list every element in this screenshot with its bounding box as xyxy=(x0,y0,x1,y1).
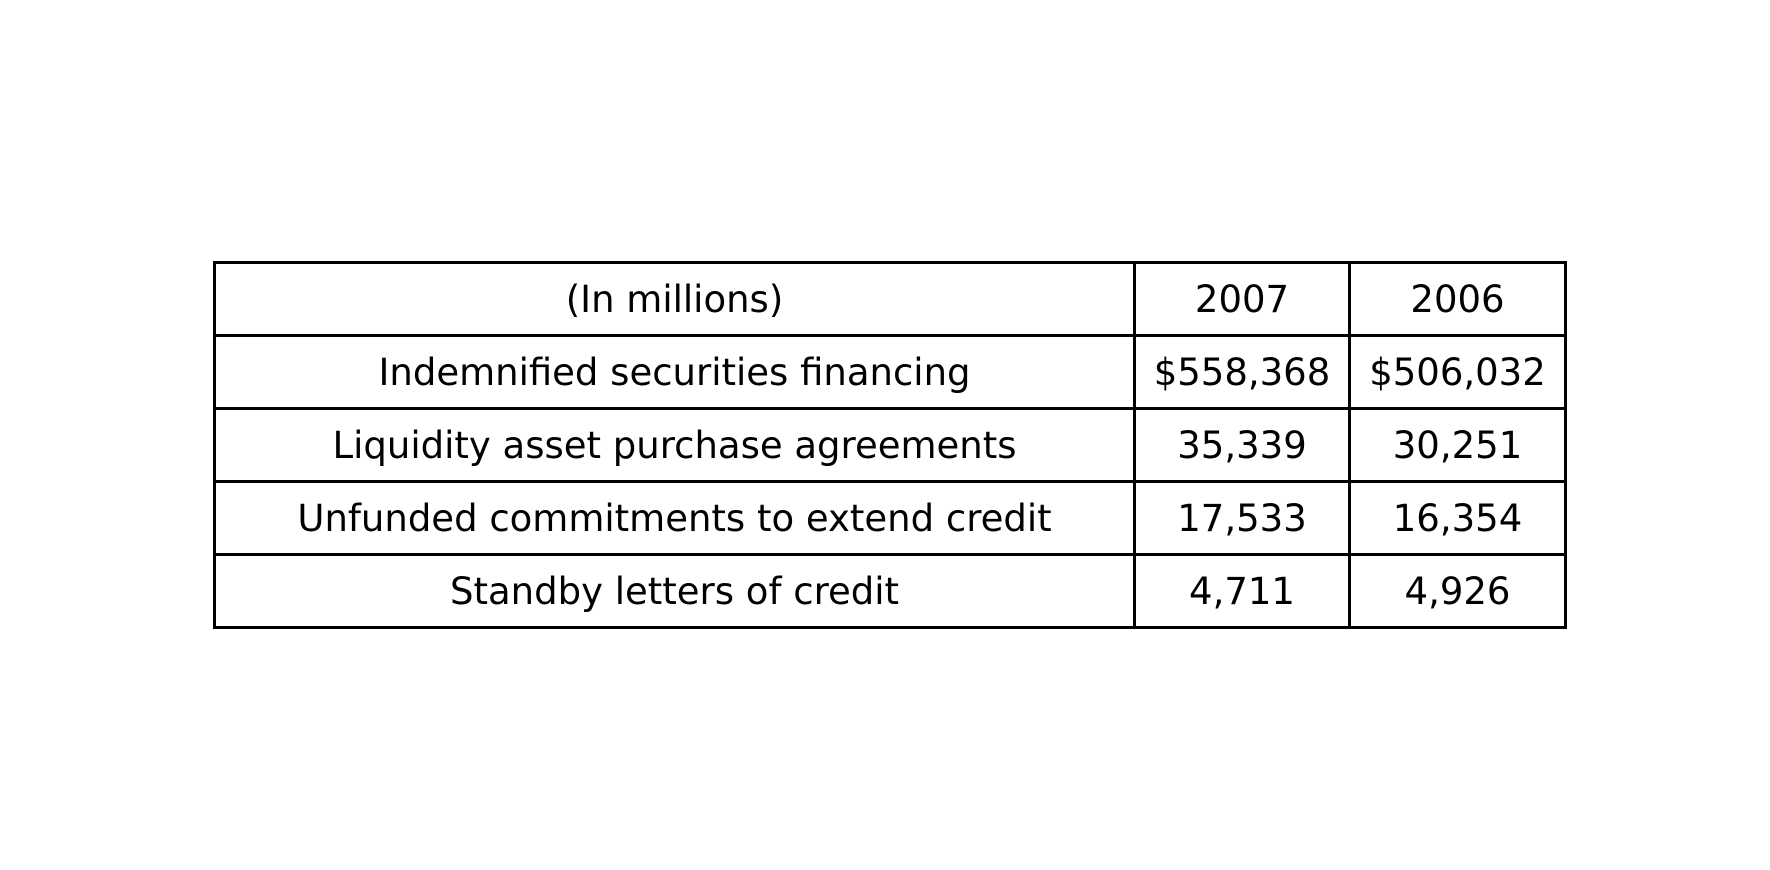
row-2006-cell: 16,354 xyxy=(1348,480,1567,556)
row-2006-cell: 4,926 xyxy=(1348,553,1567,629)
row-2007-cell: 4,711 xyxy=(1133,553,1351,629)
row-2007-cell: $558,368 xyxy=(1133,334,1351,410)
header-2006-cell: 2006 xyxy=(1348,261,1567,337)
header-label-cell: (In millions) xyxy=(213,261,1136,337)
header-2007-cell: 2007 xyxy=(1133,261,1351,337)
row-label-cell: Liquidity asset purchase agreements xyxy=(213,407,1136,483)
row-label-cell: Unfunded commitments to extend credit xyxy=(213,480,1136,556)
table-row: Unfunded commitments to extend credit 17… xyxy=(213,480,1567,556)
financial-table-container: (In millions) 2007 2006 Indemnified secu… xyxy=(213,261,1567,629)
row-label-cell: Indemnified securities financing xyxy=(213,334,1136,410)
row-2006-cell: 30,251 xyxy=(1348,407,1567,483)
table-row: Standby letters of credit 4,711 4,926 xyxy=(213,553,1567,629)
row-2007-cell: 17,533 xyxy=(1133,480,1351,556)
row-label-cell: Standby letters of credit xyxy=(213,553,1136,629)
table-row: Indemnified securities financing $558,36… xyxy=(213,334,1567,410)
table-row: Liquidity asset purchase agreements 35,3… xyxy=(213,407,1567,483)
financial-table: (In millions) 2007 2006 Indemnified secu… xyxy=(213,261,1567,629)
row-2007-cell: 35,339 xyxy=(1133,407,1351,483)
table-header-row: (In millions) 2007 2006 xyxy=(213,261,1567,337)
row-2006-cell: $506,032 xyxy=(1348,334,1567,410)
